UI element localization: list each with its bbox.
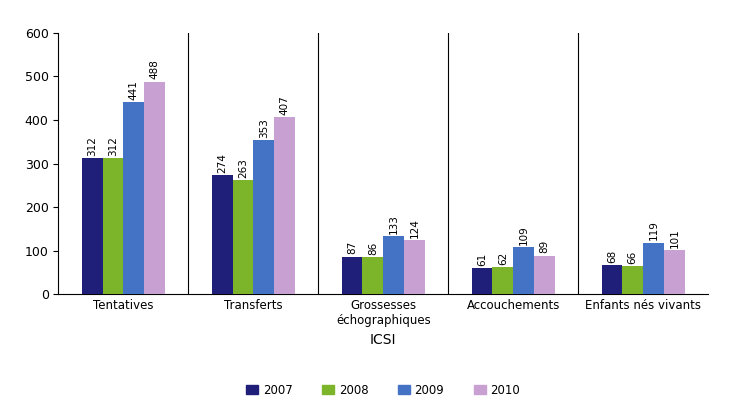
Bar <box>363 257 383 294</box>
Text: 66: 66 <box>628 250 638 263</box>
Text: 407: 407 <box>280 95 290 115</box>
Bar <box>144 81 165 294</box>
Bar <box>664 250 685 294</box>
Text: 101: 101 <box>669 229 680 248</box>
Text: 274: 274 <box>217 153 227 173</box>
Bar <box>212 175 233 294</box>
Bar <box>623 266 643 294</box>
Bar <box>534 256 555 294</box>
Bar <box>404 240 425 294</box>
Text: 68: 68 <box>607 249 617 263</box>
Text: 61: 61 <box>477 252 487 266</box>
Bar <box>123 102 144 294</box>
Bar <box>103 158 123 294</box>
Bar <box>82 158 103 294</box>
Text: 488: 488 <box>150 60 160 79</box>
Text: 119: 119 <box>648 220 658 240</box>
Bar <box>233 180 253 294</box>
Bar <box>383 236 404 294</box>
Bar <box>643 243 664 294</box>
Text: 87: 87 <box>347 241 357 254</box>
Text: 86: 86 <box>368 242 378 255</box>
Text: 109: 109 <box>518 225 529 245</box>
Text: 312: 312 <box>108 136 118 156</box>
Text: 124: 124 <box>410 218 420 238</box>
Text: 89: 89 <box>539 240 550 254</box>
Bar <box>472 268 493 294</box>
Bar <box>493 267 513 294</box>
Bar <box>513 247 534 294</box>
Bar <box>253 140 274 294</box>
Bar <box>602 265 623 294</box>
Text: 441: 441 <box>128 80 139 100</box>
Bar <box>274 117 295 294</box>
Text: 133: 133 <box>388 214 399 234</box>
Text: 62: 62 <box>498 252 508 265</box>
Legend: 2007, 2008, 2009, 2010: 2007, 2008, 2009, 2010 <box>242 379 525 401</box>
X-axis label: ICSI: ICSI <box>370 333 396 347</box>
Bar <box>342 256 363 294</box>
Text: 312: 312 <box>87 136 97 156</box>
Text: 353: 353 <box>258 119 269 138</box>
Text: 263: 263 <box>238 158 248 178</box>
